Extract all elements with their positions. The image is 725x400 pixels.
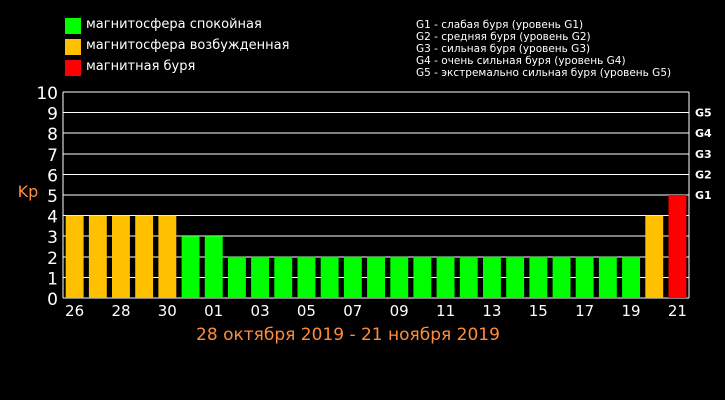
legend-swatch-excited <box>65 39 81 55</box>
bar-18 <box>598 256 617 298</box>
y-tick-label: 8 <box>47 125 58 145</box>
bar-10 <box>413 256 432 298</box>
bar-17 <box>575 256 594 298</box>
bar-06 <box>320 256 339 298</box>
bar-14 <box>506 256 525 298</box>
x-tick-label: 26 <box>65 302 84 320</box>
bar-01 <box>204 236 223 298</box>
legend-label-quiet: магнитосфера спокойная <box>86 17 262 32</box>
g-level-axis-label: G1 <box>695 189 712 202</box>
x-tick-label: 13 <box>482 302 501 320</box>
y-tick-label: 3 <box>47 228 58 248</box>
g-level-axis-labels: G1 G2 G3 G4 G5 <box>695 107 712 202</box>
g-level-desc-3: G3 - сильная буря (уровень G3) <box>416 43 591 55</box>
x-tick-label: 05 <box>297 302 316 320</box>
bar-19 <box>622 256 640 298</box>
y-tick-label: 2 <box>47 249 58 269</box>
legend-swatch-storm <box>65 60 81 76</box>
bar-27 <box>88 215 107 298</box>
bar-20 <box>645 215 664 298</box>
g-level-axis-label: G2 <box>695 168 712 181</box>
x-axis-label: 28 октября 2019 - 21 ноября 2019 <box>196 325 500 345</box>
bar-26 <box>65 215 84 298</box>
g-level-desc-4: G4 - очень сильная буря (уровень G4) <box>416 55 626 67</box>
bar-31 <box>181 236 200 298</box>
x-tick-label: 17 <box>575 302 594 320</box>
bar-30 <box>158 215 177 298</box>
bar-08 <box>367 256 385 298</box>
bar-09 <box>390 256 409 298</box>
bar-15 <box>529 256 548 298</box>
legend-label-storm: магнитная буря <box>86 59 196 74</box>
bar-21 <box>668 195 687 298</box>
g-level-desc-1: G1 - слабая буря (уровень G1) <box>416 19 584 31</box>
bar-11 <box>436 256 455 298</box>
y-tick-label: 0 <box>47 290 58 310</box>
g-level-desc-5: G5 - экстремально сильная буря (уровень … <box>416 67 672 79</box>
bar-05 <box>297 256 316 298</box>
x-tick-label: 01 <box>204 302 223 320</box>
y-tick-label: 5 <box>47 187 58 207</box>
bar-28 <box>112 215 130 298</box>
bar-16 <box>552 256 571 298</box>
y-axis-label: Kp <box>18 182 39 201</box>
x-tick-label: 19 <box>621 302 640 320</box>
bar-02 <box>228 256 246 298</box>
bars <box>65 195 687 298</box>
g-level-axis-label: G4 <box>695 127 712 140</box>
y-tick-label: 9 <box>47 105 58 125</box>
y-tick-label: 7 <box>47 146 58 166</box>
x-tick-label: 11 <box>436 302 455 320</box>
y-tick-label: 4 <box>47 208 58 228</box>
y-tick-label: 10 <box>36 84 58 104</box>
bar-07 <box>343 256 362 298</box>
x-tick-labels: 26 28 30 01 03 05 07 09 11 13 15 17 19 21 <box>65 302 687 320</box>
bar-03 <box>251 256 269 298</box>
bar-04 <box>274 256 293 298</box>
x-tick-label: 21 <box>668 302 687 320</box>
g-level-desc-2: G2 - средняя буря (уровень G2) <box>416 31 591 43</box>
x-tick-label: 28 <box>111 302 130 320</box>
legend-swatch-quiet <box>65 18 81 34</box>
g-level-axis-label: G5 <box>695 107 712 120</box>
legend-label-excited: магнитосфера возбужденная <box>86 38 290 53</box>
x-tick-label: 07 <box>343 302 362 320</box>
x-tick-label: 09 <box>390 302 409 320</box>
bar-12 <box>459 256 478 298</box>
bar-29 <box>135 215 154 298</box>
bar-13 <box>483 256 501 298</box>
x-tick-label: 03 <box>251 302 270 320</box>
x-tick-label: 30 <box>158 302 177 320</box>
y-tick-label: 6 <box>47 166 58 186</box>
y-tick-label: 1 <box>47 269 58 289</box>
x-tick-label: 15 <box>529 302 548 320</box>
g-level-axis-label: G3 <box>695 148 712 161</box>
